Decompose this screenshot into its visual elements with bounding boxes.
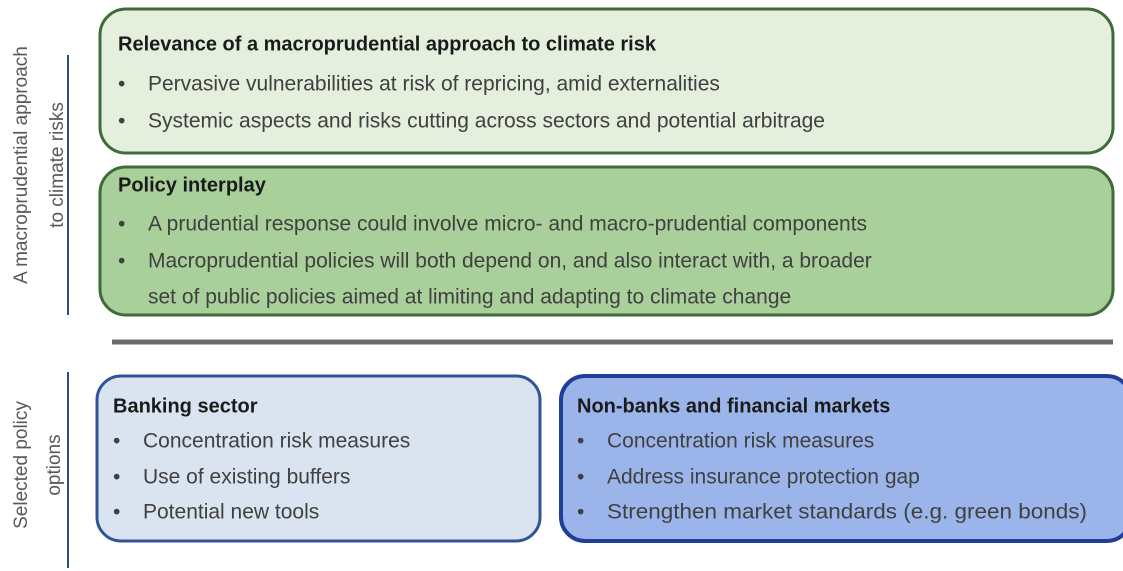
bullet-text: Pervasive vulnerabilities at risk of rep… xyxy=(148,73,720,96)
bullet-text: Concentration risk measures xyxy=(607,430,874,453)
side-label: A macroprudential approach xyxy=(11,46,32,284)
side-label: to climate risks xyxy=(47,102,68,228)
bullet-text: Macroprudential policies will both depen… xyxy=(148,250,872,273)
bullet-text: set of public policies aimed at limiting… xyxy=(148,286,791,309)
bullet-dot: • xyxy=(577,430,584,453)
bullet-dot: • xyxy=(113,501,120,524)
box-title: Non-banks and financial markets xyxy=(577,395,890,417)
side-label: Selected policy xyxy=(11,401,32,529)
bullet-dot: • xyxy=(577,466,584,489)
bullet-text: Concentration risk measures xyxy=(143,430,410,453)
bullet-text: Systemic aspects and risks cutting acros… xyxy=(148,110,825,133)
box xyxy=(98,7,1115,155)
bullet-text: Address insurance protection gap xyxy=(607,466,920,489)
bullet-dot: • xyxy=(577,501,584,524)
bullet-text: Use of existing buffers xyxy=(143,466,350,489)
bullet-text: Strengthen market standards (e.g. green … xyxy=(607,501,1087,524)
box xyxy=(95,374,542,543)
box-title: Relevance of a macroprudential approach … xyxy=(118,33,657,55)
bullet-dot: • xyxy=(113,430,120,453)
bullet-text: Potential new tools xyxy=(143,501,319,524)
box-title: Banking sector xyxy=(113,395,258,417)
bullet-dot: • xyxy=(118,110,125,133)
bullet-dot: • xyxy=(113,466,120,489)
side-label: options xyxy=(44,434,65,495)
bullet-text: A prudential response could involve micr… xyxy=(148,213,867,236)
bullet-dot: • xyxy=(118,73,125,96)
bullet-dot: • xyxy=(118,213,125,236)
box xyxy=(559,374,1123,543)
bullet-dot: • xyxy=(118,250,125,273)
box-title: Policy interplay xyxy=(118,174,267,196)
box xyxy=(98,165,1115,317)
